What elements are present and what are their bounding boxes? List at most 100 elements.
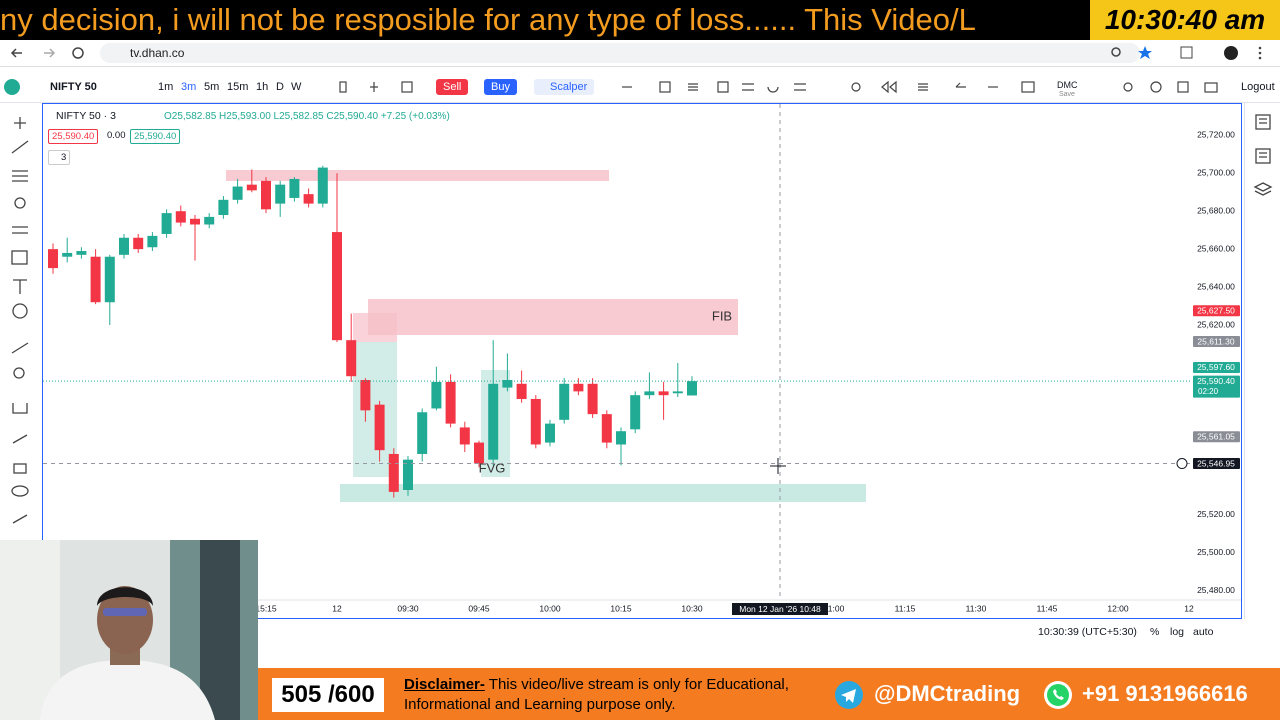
interval[interactable]: W xyxy=(291,81,302,93)
y-tick-label: 25,700.00 xyxy=(1197,168,1235,178)
price-label-bg xyxy=(1193,431,1240,443)
candle-body xyxy=(687,381,697,396)
price-label: 25,627.50 xyxy=(1197,306,1235,316)
layout-name[interactable]: DMC xyxy=(1057,80,1078,90)
candle-body xyxy=(232,186,243,200)
phone-number[interactable]: +91 9131966616 xyxy=(1082,681,1248,706)
webcam-image xyxy=(0,540,258,720)
drawing-toolbar xyxy=(0,103,40,540)
candle-body xyxy=(161,213,172,234)
candle-body xyxy=(261,180,271,210)
sell-button[interactable]: Sell xyxy=(436,79,469,95)
x-tick-label: 10:15 xyxy=(610,603,632,613)
y-tick-label: 25,640.00 xyxy=(1197,281,1235,291)
candle-body xyxy=(346,340,357,377)
app-logo[interactable] xyxy=(4,79,20,95)
auto-toggle[interactable]: auto xyxy=(1193,626,1214,638)
x-tick-label: 11:15 xyxy=(895,603,916,613)
annotation: FIB xyxy=(712,308,732,323)
price-label: 25,561.05 xyxy=(1197,432,1235,442)
interval[interactable]: 1m xyxy=(158,81,174,93)
logout[interactable]: Logout xyxy=(1241,81,1275,93)
sidebar-icons[interactable] xyxy=(1245,103,1280,223)
candle-body xyxy=(630,395,641,430)
spread: 0.00 xyxy=(104,129,129,142)
y-tick-label: 25,620.00 xyxy=(1197,319,1235,329)
interval[interactable]: 1h xyxy=(256,81,269,93)
candle-body xyxy=(48,249,58,269)
y-tick-label: 25,520.00 xyxy=(1197,509,1235,519)
candle-body xyxy=(289,178,300,198)
disclaimer-label: Disclaimer- xyxy=(404,676,485,693)
candle-body xyxy=(530,398,541,445)
disclaimer: Disclaimer- This video/live stream is on… xyxy=(404,675,834,715)
drawing-tools[interactable] xyxy=(0,103,40,540)
candle-body xyxy=(76,251,87,255)
candle-body xyxy=(587,383,598,415)
candle-body xyxy=(388,453,399,492)
indicator-count[interactable]: 3 xyxy=(48,150,71,165)
symbol-search[interactable]: NIFTY 50 xyxy=(50,81,97,93)
candle-body xyxy=(573,383,584,392)
chart-pane[interactable] xyxy=(42,103,1242,619)
x-tick-label: 11:00 xyxy=(824,603,845,613)
x-tick-label: 09:30 xyxy=(397,603,419,613)
y-tick-label: 25,500.00 xyxy=(1197,547,1235,557)
x-tick-label: 11:45 xyxy=(1037,603,1058,613)
legend-symbol[interactable]: NIFTY 50 · 3 xyxy=(56,110,116,122)
price-label: 25,611.30 xyxy=(1197,336,1234,346)
bid-price[interactable]: 25,590.40 xyxy=(48,129,99,144)
candle-body xyxy=(403,459,413,490)
price-label-bg xyxy=(1193,305,1240,317)
x-tick-label: 10:30 xyxy=(681,603,703,613)
percent-toggle[interactable]: % xyxy=(1150,626,1160,638)
candle-body xyxy=(317,167,328,204)
fvg-zone xyxy=(353,313,397,342)
browser-bar: tv.dhan.co xyxy=(0,40,1280,67)
candle-body xyxy=(104,256,115,303)
interval[interactable]: 5m xyxy=(204,81,220,93)
candle-body xyxy=(516,383,527,399)
clock: 10:30:40 am xyxy=(1090,0,1280,40)
demand-zone xyxy=(340,484,866,502)
ask-price[interactable]: 25,590.40 xyxy=(130,129,181,144)
candle-body xyxy=(672,391,683,394)
browser-icons xyxy=(1111,46,1262,60)
toolbar-icons xyxy=(339,80,1218,94)
interval[interactable]: 3m xyxy=(181,81,197,93)
address-bar[interactable]: tv.dhan.co xyxy=(100,43,1140,63)
candle-body xyxy=(303,194,314,204)
layout-save[interactable]: Save xyxy=(1059,91,1075,98)
price-label-bg xyxy=(1193,458,1240,470)
candle-body xyxy=(445,381,456,424)
whatsapp-icon xyxy=(1044,681,1072,709)
crosshair-cursor xyxy=(770,458,786,474)
candle-body xyxy=(332,232,342,341)
candle-body xyxy=(616,431,626,445)
candle-body xyxy=(459,427,470,445)
nav-icons[interactable] xyxy=(8,45,88,61)
crosshair-time: Mon 12 Jan '26 10:48 xyxy=(739,604,821,614)
telegram-icon xyxy=(835,681,863,709)
x-tick-label: 10:00 xyxy=(539,603,561,613)
legend-ohlc: O25,582.85 H25,593.00 L25,582.85 C25,590… xyxy=(164,111,450,122)
fib-zone xyxy=(368,299,738,335)
footer-banner: 505 /600 Disclaimer- This video/live str… xyxy=(258,668,1280,720)
candle-body xyxy=(133,237,144,250)
price-label: 25,597.60 xyxy=(1197,362,1235,372)
status-bar: 10:30:39 (UTC+5:30) % log auto xyxy=(1000,626,1240,642)
interval[interactable]: D xyxy=(276,81,284,93)
scalper-button[interactable]: Scalper xyxy=(534,79,595,95)
candle-body xyxy=(62,252,73,257)
interval[interactable]: 15m xyxy=(227,81,249,93)
log-toggle[interactable]: log xyxy=(1170,626,1185,638)
x-tick-label: 09:45 xyxy=(468,603,490,613)
telegram-handle[interactable]: @DMCtrading xyxy=(874,681,1021,706)
y-tick-label: 25,720.00 xyxy=(1197,130,1235,140)
right-sidebar xyxy=(1244,103,1280,619)
candle-body xyxy=(601,414,612,443)
x-tick-label: 12 xyxy=(1184,603,1194,613)
buy-button[interactable]: Buy xyxy=(484,79,517,95)
candle-body xyxy=(658,391,669,396)
candle-body xyxy=(204,216,215,225)
